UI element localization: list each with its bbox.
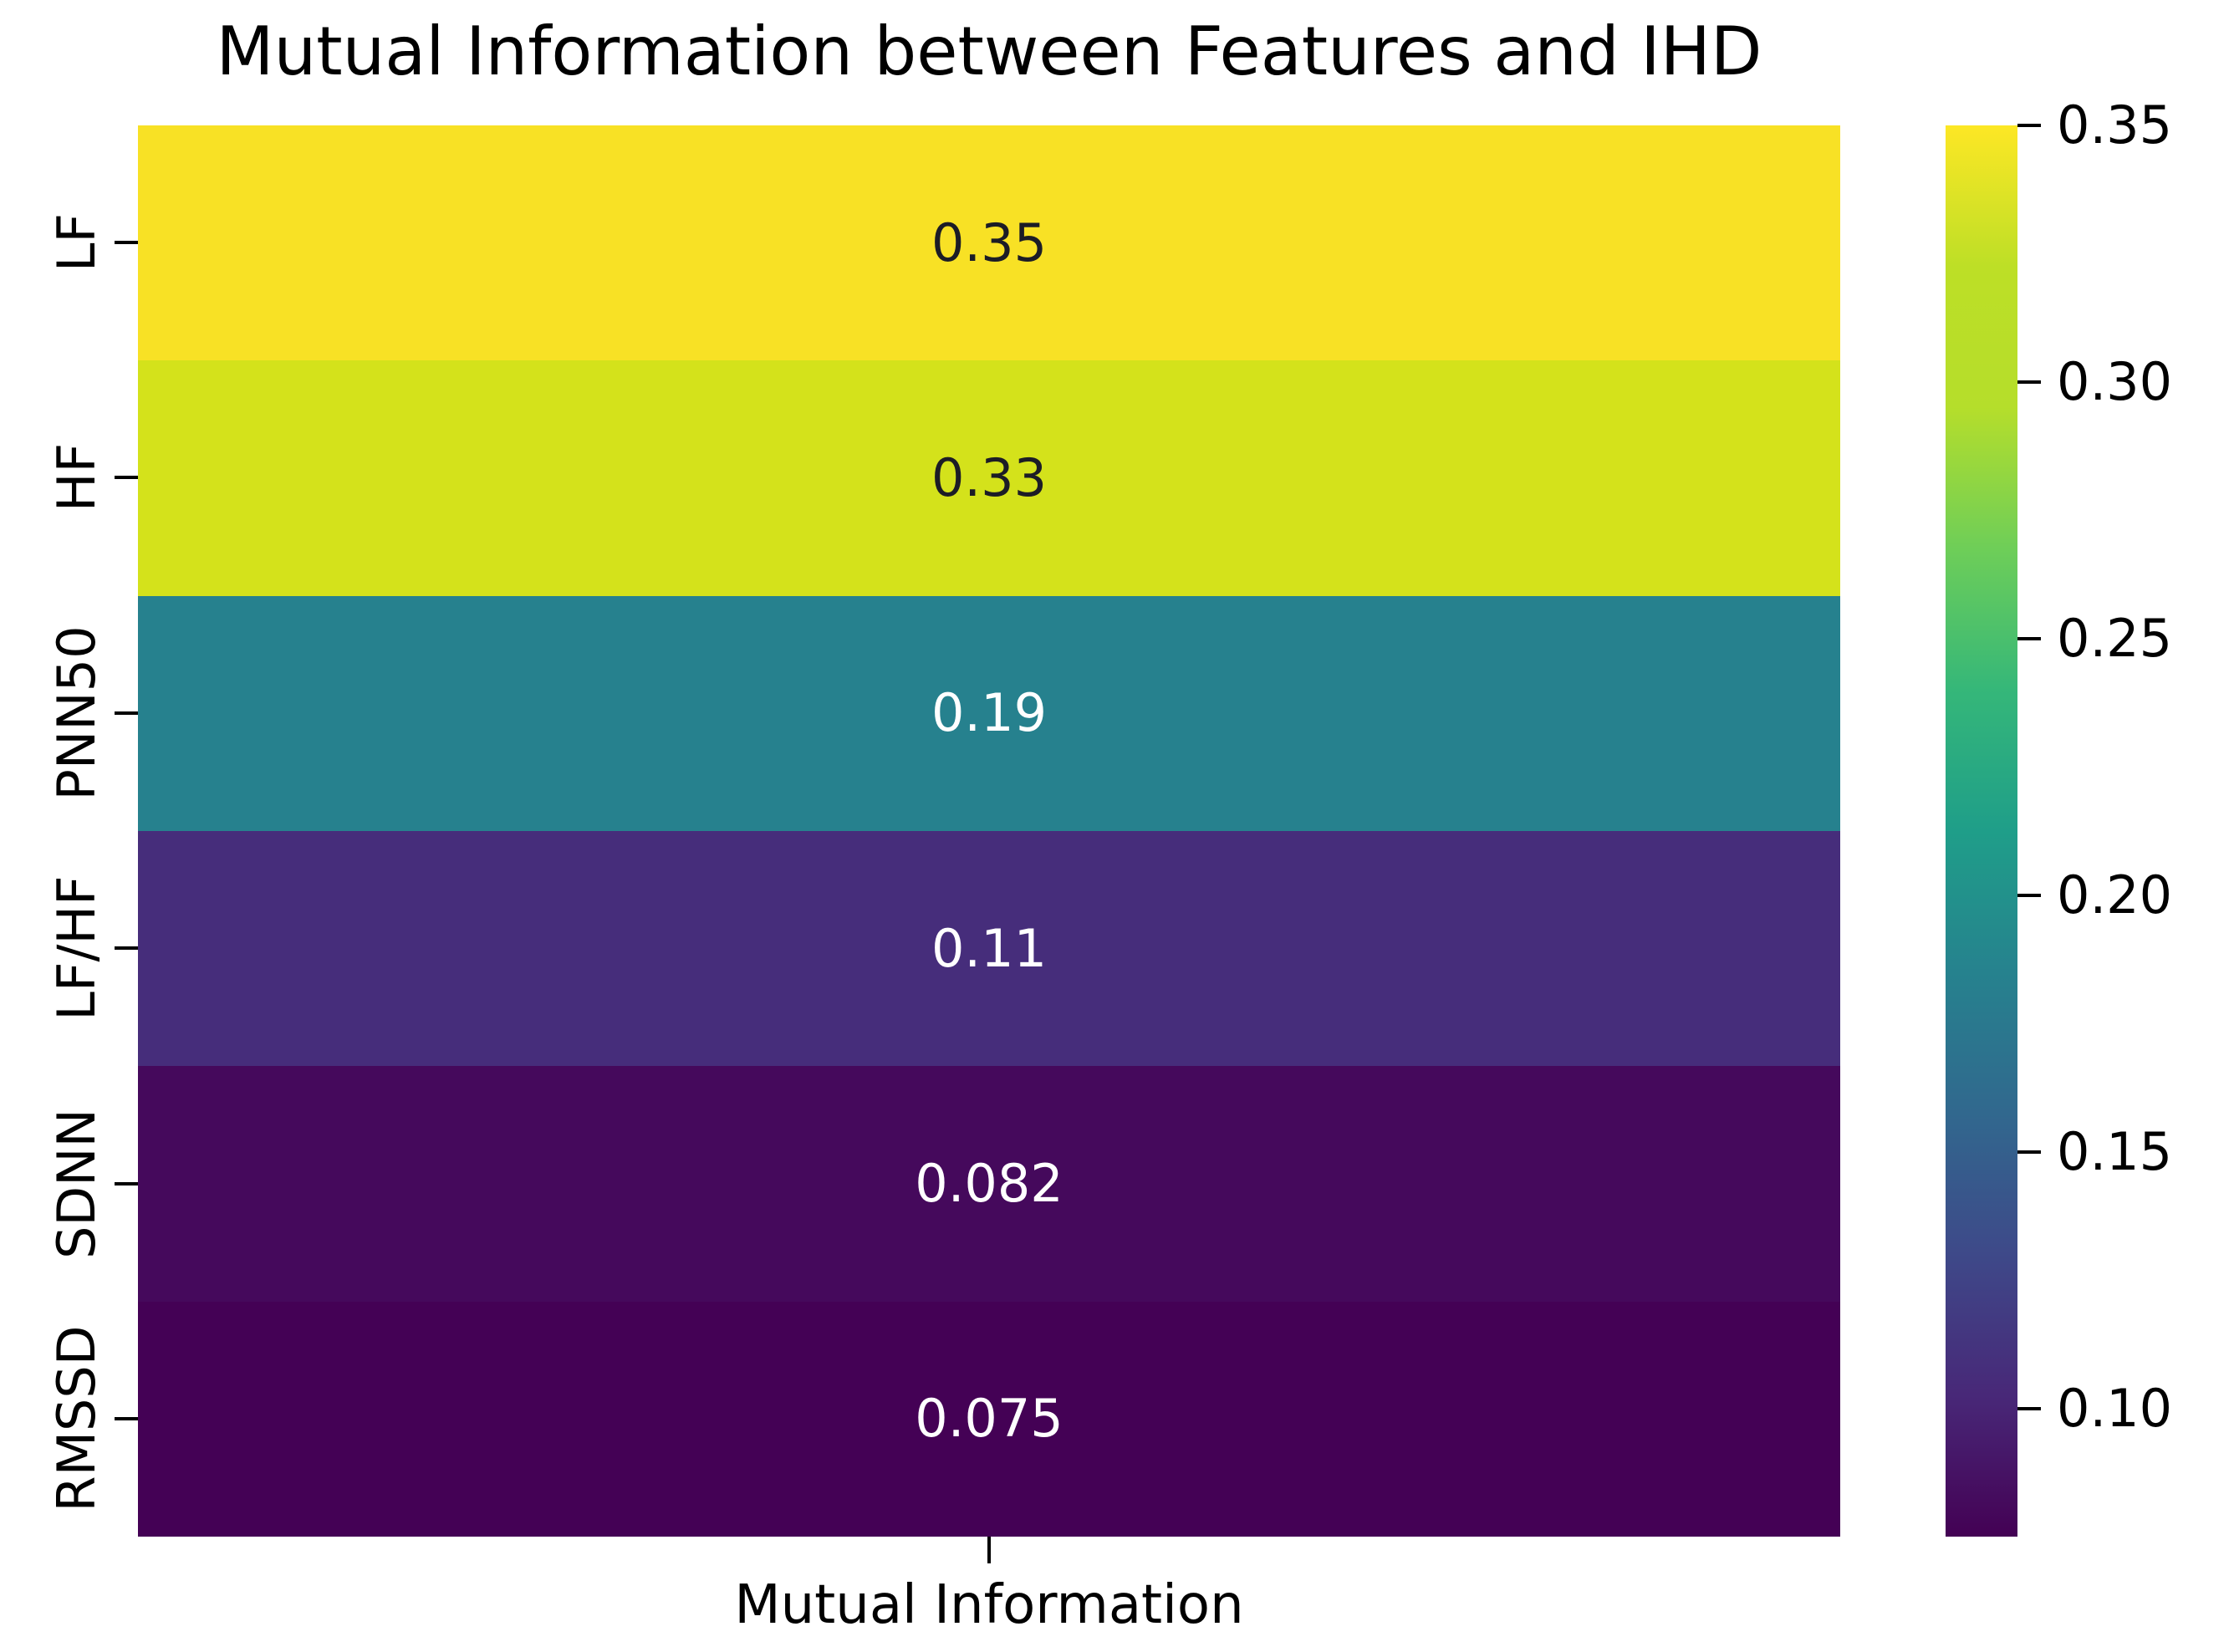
colorbar-tick-mark bbox=[2017, 1407, 2041, 1410]
heatmap-row: 0.33 bbox=[138, 360, 1840, 596]
cell-value-label: 0.11 bbox=[931, 917, 1048, 979]
y-tick-mark bbox=[115, 1417, 138, 1420]
cell-value-label: 0.19 bbox=[931, 682, 1048, 744]
colorbar-tick-mark bbox=[2017, 894, 2041, 897]
chart-title: Mutual Information between Features and … bbox=[216, 13, 1762, 90]
colorbar-tick-mark bbox=[2017, 637, 2041, 640]
y-tick-mark bbox=[115, 711, 138, 715]
colorbar-tick-label: 0.15 bbox=[2057, 1121, 2173, 1182]
y-tick-mark bbox=[115, 946, 138, 950]
x-tick-mark bbox=[987, 1537, 991, 1563]
y-tick-mark bbox=[115, 476, 138, 479]
colorbar-tick-label: 0.25 bbox=[2057, 608, 2173, 669]
colorbar-tick-mark bbox=[2017, 1150, 2041, 1154]
y-tick-mark bbox=[115, 241, 138, 244]
y-tick-label: LF/HF bbox=[46, 875, 107, 1021]
y-tick-label: HF bbox=[46, 442, 107, 512]
colorbar-tick-label: 0.10 bbox=[2057, 1378, 2173, 1439]
heatmap-row: 0.19 bbox=[138, 595, 1840, 831]
colorbar-tick-label: 0.35 bbox=[2057, 94, 2173, 156]
colorbar-tick-mark bbox=[2017, 124, 2041, 127]
y-tick-label: RMSSD bbox=[46, 1325, 107, 1512]
y-tick-label: SDNN bbox=[46, 1109, 107, 1259]
heatmap-plot-area: 0.35 0.33 0.19 0.11 0.082 0.075 bbox=[138, 125, 1840, 1537]
cell-value-label: 0.082 bbox=[915, 1152, 1063, 1214]
y-tick-mark bbox=[115, 1182, 138, 1185]
colorbar-tick-mark bbox=[2017, 380, 2041, 384]
cell-value-label: 0.33 bbox=[931, 446, 1048, 508]
y-tick-label: PNN50 bbox=[46, 625, 107, 801]
heatmap-row: 0.35 bbox=[138, 125, 1840, 361]
heatmap-row: 0.075 bbox=[138, 1301, 1840, 1537]
colorbar bbox=[1946, 125, 2017, 1537]
heatmap-row: 0.11 bbox=[138, 830, 1840, 1067]
colorbar-tick-label: 0.20 bbox=[2057, 864, 2173, 925]
y-tick-label: LF bbox=[46, 212, 107, 273]
x-axis-label: Mutual Information bbox=[734, 1574, 1244, 1636]
cell-value-label: 0.075 bbox=[915, 1388, 1063, 1450]
heatmap-row: 0.082 bbox=[138, 1066, 1840, 1302]
cell-value-label: 0.35 bbox=[931, 212, 1048, 273]
colorbar-tick-label: 0.30 bbox=[2057, 351, 2173, 412]
